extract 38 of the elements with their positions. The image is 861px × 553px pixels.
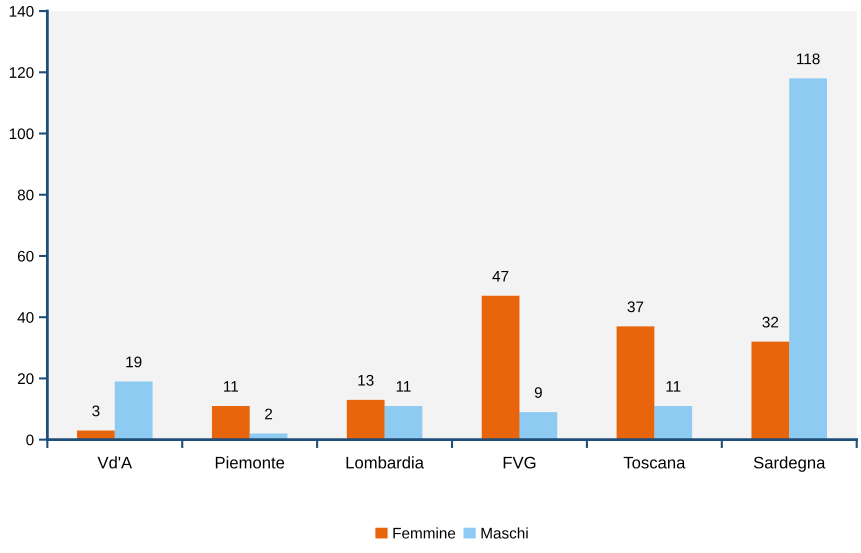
bar	[751, 342, 790, 440]
x-tick-label: Piemonte	[216, 456, 284, 469]
bar	[519, 412, 558, 440]
data-label: 32	[762, 316, 778, 328]
bar	[346, 400, 385, 440]
x-tick-label: Vd'A	[98, 456, 132, 469]
legend-label: Maschi	[482, 527, 528, 539]
bar	[789, 78, 828, 440]
data-label: 11	[396, 381, 411, 392]
legend-label: Femmine	[393, 527, 456, 539]
y-tick-label: 60	[18, 250, 34, 262]
bar	[482, 296, 520, 440]
y-tick-label: 80	[18, 190, 34, 200]
data-label: 118	[797, 53, 820, 64]
x-tick-label: Lombardia	[346, 456, 424, 469]
data-label: 3	[92, 406, 100, 416]
y-tick-label: 20	[18, 373, 34, 384]
bar	[616, 326, 654, 440]
bar	[114, 381, 153, 440]
data-label: 2	[265, 408, 272, 420]
x-tick-label: FVG	[504, 456, 536, 469]
y-tick-label: 140	[10, 6, 34, 17]
bar	[384, 406, 422, 440]
data-label: 19	[126, 356, 142, 368]
bar	[654, 406, 692, 440]
x-tick-label: Sardegna	[754, 456, 826, 472]
x-tick-label: Toscana	[624, 456, 686, 469]
data-label: 11	[666, 381, 680, 392]
y-tick-label: 120	[10, 67, 34, 78]
y-tick-label: 40	[18, 312, 34, 323]
data-label: 13	[358, 374, 374, 386]
data-label: 11	[224, 381, 238, 392]
y-tick-label: 100	[10, 128, 34, 140]
data-label: 37	[628, 301, 644, 312]
data-label: 47	[492, 270, 508, 282]
bar	[212, 406, 250, 440]
data-label: 9	[534, 387, 542, 398]
y-tick-label: 0	[26, 434, 34, 446]
